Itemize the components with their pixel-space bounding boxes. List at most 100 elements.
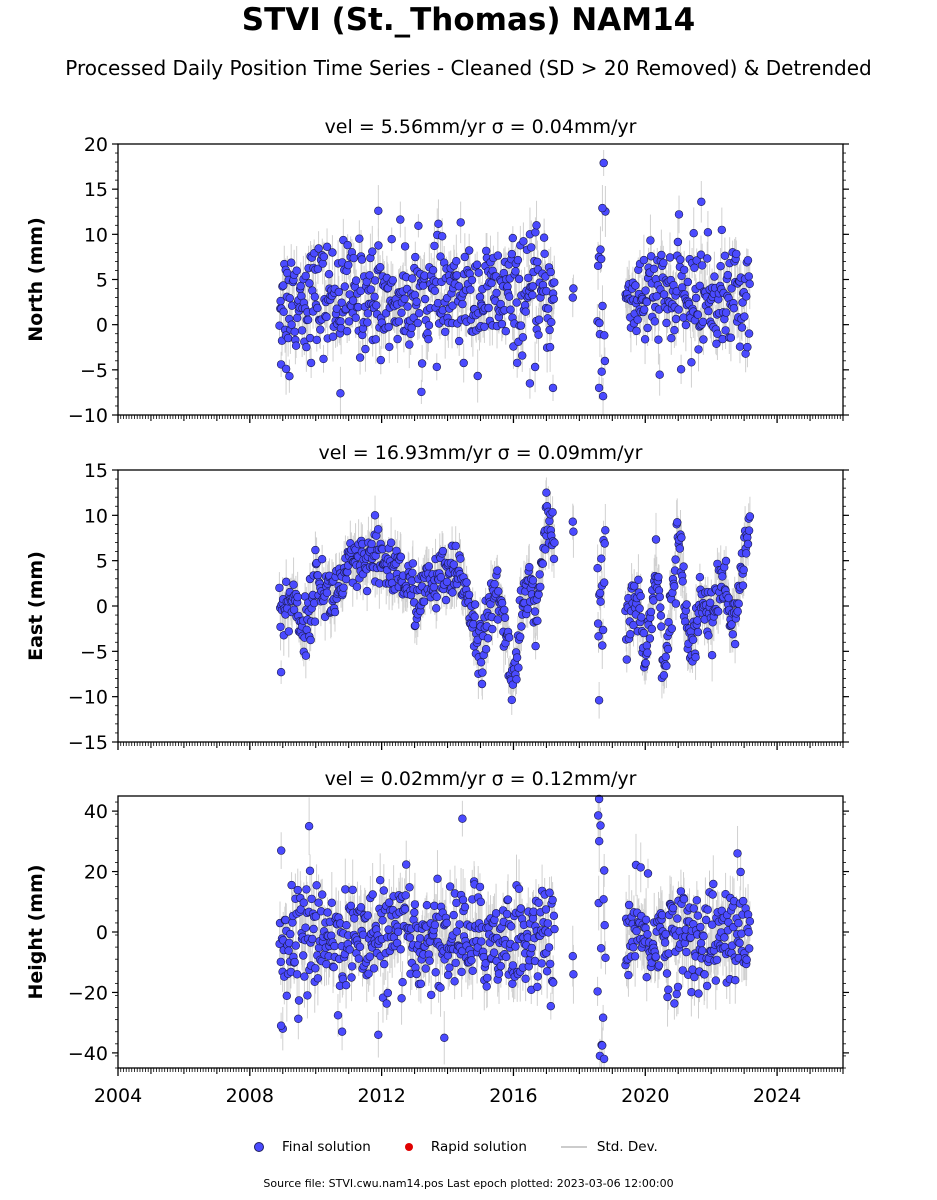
- data-point: [652, 292, 661, 301]
- data-point: [394, 927, 403, 936]
- data-point: [692, 896, 701, 905]
- data-point: [434, 219, 443, 229]
- data-point: [696, 250, 706, 259]
- data-point: [466, 285, 475, 294]
- data-point: [507, 695, 516, 705]
- data-point: [514, 884, 524, 893]
- data-point: [519, 237, 528, 246]
- data-point: [654, 335, 663, 344]
- data-point: [507, 249, 516, 259]
- data-point: [376, 263, 385, 272]
- data-point: [542, 488, 551, 497]
- data-point: [632, 926, 641, 936]
- y-tick-label: 20: [84, 862, 108, 884]
- data-point: [475, 292, 485, 302]
- data-point: [299, 898, 308, 907]
- data-point: [494, 587, 503, 596]
- data-point: [489, 948, 499, 957]
- data-point: [505, 633, 514, 642]
- data-point: [597, 554, 606, 563]
- data-point: [636, 863, 645, 872]
- data-point: [384, 925, 393, 934]
- data-point: [690, 972, 699, 982]
- data-point: [301, 923, 310, 932]
- data-point: [275, 583, 284, 593]
- y-tick-label: 10: [84, 505, 108, 527]
- data-point: [313, 303, 322, 313]
- data-point: [287, 258, 296, 267]
- data-point: [417, 387, 426, 397]
- data-point: [691, 652, 700, 662]
- chart-panel-2: vel = 16.93mm/yr σ = 0.09mm/yr East (mm) −…: [25, 442, 849, 754]
- data-point: [449, 560, 458, 569]
- data-point: [745, 512, 755, 521]
- data-point: [355, 234, 364, 243]
- data-point: [639, 255, 649, 265]
- data-point: [738, 298, 747, 307]
- data-point: [531, 228, 540, 237]
- data-point: [467, 275, 477, 285]
- data-point: [548, 978, 558, 987]
- data-point: [340, 282, 349, 291]
- data-point: [309, 924, 318, 934]
- data-point: [432, 592, 441, 602]
- data-point: [388, 276, 397, 285]
- data-point: [313, 264, 323, 274]
- data-point: [660, 938, 670, 947]
- data-point: [549, 554, 559, 564]
- data-point: [550, 538, 559, 547]
- data-point: [497, 319, 507, 329]
- data-point: [707, 650, 717, 660]
- data-point: [352, 582, 362, 591]
- data-point: [310, 292, 319, 301]
- data-point: [330, 607, 340, 617]
- data-point: [700, 970, 709, 979]
- data-point: [650, 317, 659, 326]
- data-point: [436, 983, 445, 992]
- data-point: [703, 905, 712, 914]
- data-point: [299, 951, 308, 960]
- data-point: [597, 367, 606, 376]
- data-point: [305, 866, 315, 875]
- data-point: [701, 915, 711, 925]
- data-point: [424, 562, 433, 571]
- data-point: [452, 927, 461, 936]
- data-point: [691, 293, 701, 303]
- data-point: [534, 898, 543, 907]
- data-point: [420, 294, 430, 304]
- data-point: [514, 274, 524, 284]
- y-tick-label: 0: [96, 315, 108, 337]
- y-tick-label: 0: [96, 922, 108, 944]
- data-point: [419, 281, 428, 290]
- y-axis-label: Height (mm): [25, 864, 47, 999]
- data-point: [477, 937, 486, 946]
- final-solution-points: [275, 794, 755, 1064]
- data-point: [698, 317, 708, 326]
- data-point: [600, 331, 609, 340]
- data-point: [523, 604, 532, 614]
- y-tick-label: 5: [96, 270, 108, 292]
- data-point: [599, 158, 608, 168]
- data-point: [511, 267, 520, 276]
- data-point: [502, 909, 512, 919]
- data-point: [344, 260, 353, 270]
- data-point: [535, 570, 544, 579]
- data-point: [702, 254, 712, 263]
- data-point: [661, 652, 670, 661]
- data-point: [598, 301, 607, 311]
- y-tick-label: 5: [96, 551, 108, 573]
- data-point: [445, 882, 455, 891]
- data-point: [385, 898, 394, 907]
- data-point: [521, 307, 530, 316]
- data-point: [643, 648, 652, 657]
- data-point: [451, 958, 460, 968]
- data-point: [306, 635, 315, 645]
- data-point: [494, 969, 504, 978]
- data-point: [367, 539, 376, 549]
- data-point: [436, 573, 446, 582]
- data-point: [546, 1001, 555, 1011]
- data-point: [476, 897, 485, 907]
- data-point: [635, 604, 644, 613]
- data-point: [290, 327, 299, 336]
- data-point: [348, 296, 358, 305]
